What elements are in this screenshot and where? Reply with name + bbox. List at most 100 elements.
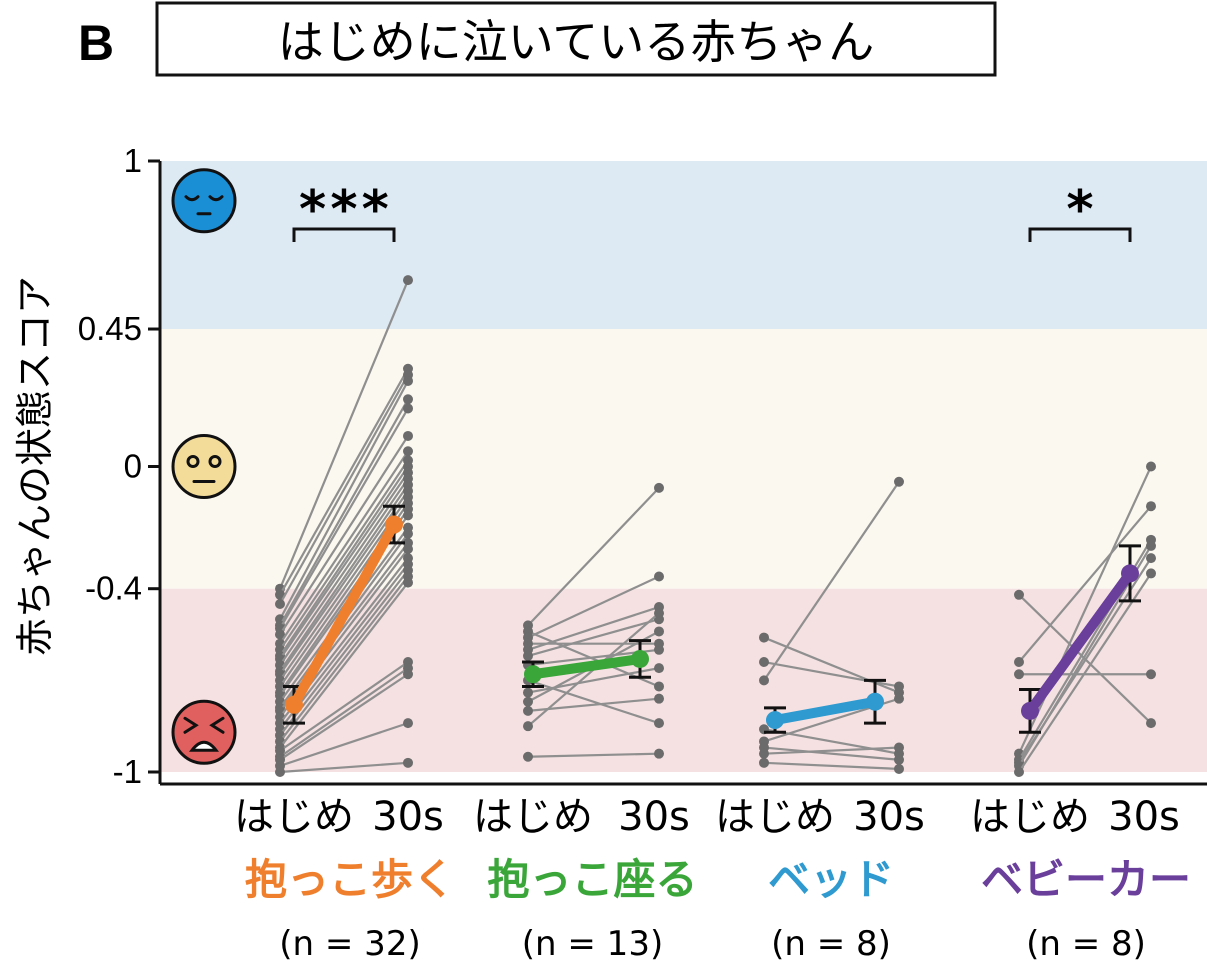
group-mean-1 (283, 504, 405, 725)
individual-point-30s (654, 748, 664, 759)
individual-point-30s (1146, 553, 1156, 564)
significance-bracket (292, 227, 396, 242)
individual-line (279, 673, 409, 761)
individual-line (279, 667, 409, 758)
individual-line (1018, 505, 1152, 663)
individual-point-30s (403, 757, 413, 768)
significance-markers: *** * (292, 180, 1132, 242)
individual-point-start (523, 696, 533, 707)
individual-line (763, 481, 900, 681)
face-circle (171, 699, 237, 765)
condition-label-start: はじめ (473, 794, 593, 840)
mean-point-30s (1121, 564, 1139, 583)
group-mean-2 (522, 639, 651, 688)
condition-label-start: はじめ (234, 794, 354, 840)
individual-point-30s (654, 571, 664, 582)
individual-line (279, 380, 409, 620)
individual-point-30s (403, 446, 413, 457)
x-axis-labels: はじめ 30s 抱っこ歩く (n = 32) はじめ 30s 抱っこ座る (n = 13) はじ… (234, 794, 1191, 964)
individual-line (763, 761, 900, 771)
individual-point-start (523, 687, 533, 698)
chart-title: はじめに泣いている赤ちゃん (278, 15, 875, 69)
group-n: (n = 32) (279, 924, 420, 964)
individual-line (527, 667, 660, 694)
individual-line (527, 697, 660, 712)
mean-point-start (524, 665, 542, 684)
individual-point-start (523, 705, 533, 716)
y-tick-label: 0.45 (78, 310, 142, 347)
eye (186, 455, 200, 468)
individual-point-start (523, 751, 533, 762)
group-name: 抱っこ座る (487, 855, 697, 904)
individual-point-30s (654, 663, 664, 674)
y-tick-label: 1 (124, 142, 142, 179)
individual-point-30s (654, 693, 664, 704)
individual-line (279, 407, 409, 629)
group-name: 抱っこ歩く (245, 855, 455, 904)
individual-point-30s (1146, 669, 1156, 680)
crying-face-icon (171, 699, 237, 765)
individual-line (279, 435, 409, 636)
title-box (155, 1, 997, 77)
group-n: (n = 8) (1026, 924, 1146, 964)
individual-point-30s (403, 394, 413, 405)
individual-line (279, 450, 409, 645)
individual-point-start (275, 598, 285, 609)
closed-eye (184, 195, 200, 202)
y-tick-label: 0 (124, 448, 142, 485)
mean-point-30s (385, 515, 403, 534)
individual-line (527, 752, 660, 758)
group-n: (n = 8) (771, 924, 891, 964)
zone-calm (160, 161, 1207, 330)
individual-point-start (759, 675, 769, 686)
calm-face-icon (171, 168, 237, 234)
individual-point-30s (894, 693, 904, 704)
individual-point-30s (403, 403, 413, 414)
group-name: ベビーカー (981, 855, 1191, 904)
individual-point-30s (654, 482, 664, 493)
individual-point-30s (1146, 718, 1156, 729)
score-zones (160, 161, 1207, 772)
individual-point-30s (403, 543, 413, 554)
individual-point-start (523, 721, 533, 732)
individual-point-30s (403, 375, 413, 386)
group-means (283, 504, 1141, 734)
individual-point-30s (403, 718, 413, 729)
y-axis: 1 0.45 0 -0.4 -1 (78, 142, 1207, 790)
individual-line (279, 722, 409, 767)
individual-point-start (759, 757, 769, 768)
open-mouth (188, 740, 220, 752)
individual-point-30s (403, 577, 413, 588)
individual-line (279, 368, 409, 596)
individual-point-start (1014, 669, 1024, 680)
face-circle (171, 168, 237, 234)
individual-point-start (759, 657, 769, 668)
individual-point-30s (403, 528, 413, 539)
individual-line (527, 487, 660, 627)
individual-line (279, 478, 409, 666)
group-n: (n = 13) (522, 924, 663, 964)
individual-point-30s (894, 763, 904, 774)
individual-point-start (1014, 657, 1024, 668)
condition-label-30s: 30s (618, 794, 690, 840)
mean-point-start (766, 711, 784, 730)
condition-label-30s: 30s (1108, 794, 1180, 840)
mean-point-start (285, 695, 303, 714)
individual-line (279, 761, 409, 774)
individual-point-30s (654, 681, 664, 692)
panel-label: B (78, 15, 114, 71)
individual-line (279, 471, 409, 660)
individual-point-30s (894, 476, 904, 487)
mean-point-30s (631, 649, 649, 668)
individual-point-start (759, 748, 769, 759)
individual-line (279, 465, 409, 657)
significance-label: * (1064, 180, 1095, 240)
condition-label-30s: 30s (372, 794, 444, 840)
individual-point-30s (654, 718, 664, 729)
condition-label-start: はじめ (715, 794, 835, 840)
individual-line (527, 605, 660, 651)
individual-point-30s (403, 275, 413, 286)
y-tick-label: -0.4 (85, 570, 142, 607)
eye (208, 455, 222, 468)
